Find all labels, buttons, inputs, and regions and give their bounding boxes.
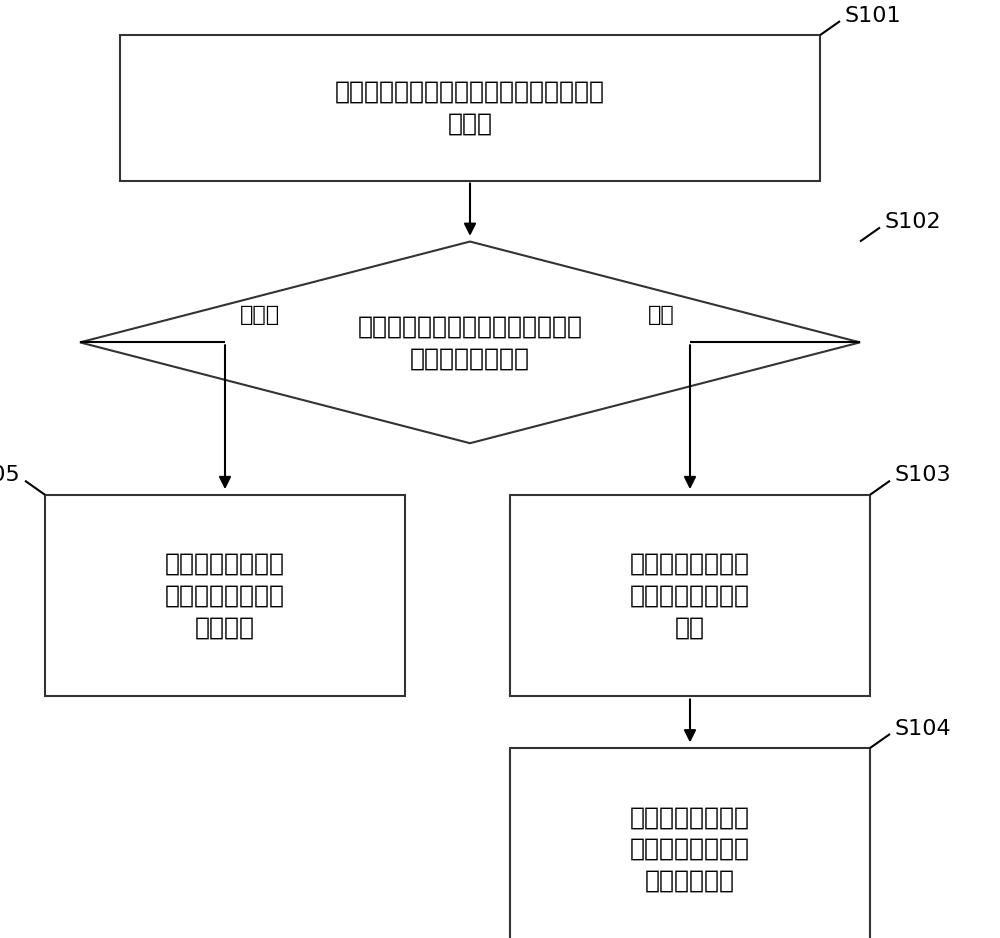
Text: S104: S104 [895,719,952,739]
Text: S105: S105 [0,465,20,486]
Text: S103: S103 [895,465,952,486]
Bar [510,749,870,938]
Text: 利用调整后的待显
示亮度控制对应的
像素进行显示: 利用调整后的待显 示亮度控制对应的 像素进行显示 [630,806,750,892]
Text: 将待显示亮度调整
成小于或等于亮度
阈值: 将待显示亮度调整 成小于或等于亮度 阈值 [630,552,750,639]
Text: 获取每个像素在开机过程中所对应的待显
示亮度: 获取每个像素在开机过程中所对应的待显 示亮度 [335,80,605,136]
Text: S101: S101 [845,6,902,26]
Bar [45,495,405,696]
Text: 不大于: 不大于 [240,306,280,325]
Text: 大于: 大于 [648,306,675,325]
Bar [510,495,870,696]
Text: S102: S102 [885,212,942,233]
Bar [120,36,820,181]
Text: 将每个像素的待显示亮度与预设的
亮度阈值进行比较: 将每个像素的待显示亮度与预设的 亮度阈值进行比较 [358,314,582,371]
Text: 直接利用待显示亮
度控制对应的像素
进行显示: 直接利用待显示亮 度控制对应的像素 进行显示 [165,552,285,639]
Polygon shape [80,242,860,444]
